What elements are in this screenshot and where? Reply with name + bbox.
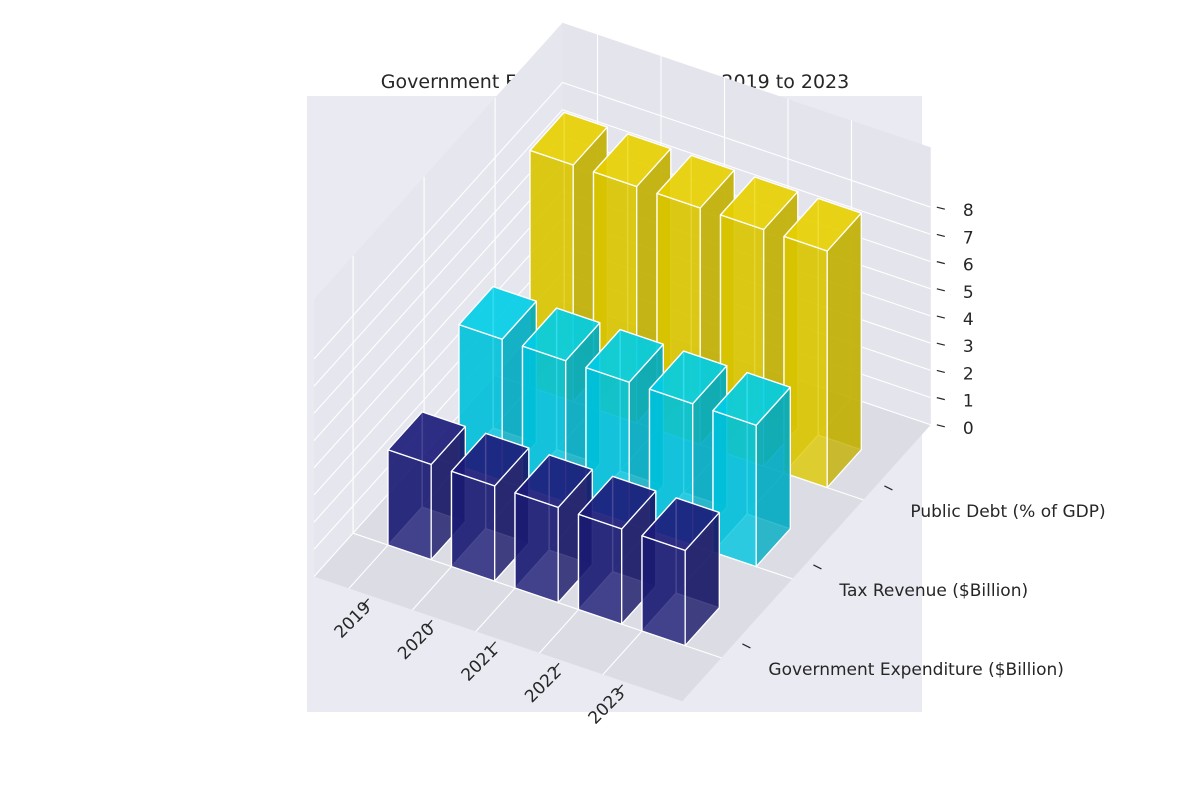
bar-top-face [577,475,657,530]
bar-top-face [458,285,537,340]
x-tick [425,619,433,628]
z-tick-label: 3 [963,337,974,357]
series-label: Tax Revenue ($Billion) [838,581,1028,601]
bar-front-face [387,449,432,561]
x-tick [489,641,496,650]
bar-2023-0 [641,497,720,647]
bar-top-face [521,307,601,362]
z-tick [936,233,945,238]
z-tick-label: 6 [963,256,974,276]
z-tick [936,424,945,428]
bar-top-face [783,197,862,252]
bar-2020-1 [521,307,601,503]
z-tick-label: 5 [963,283,974,303]
bar-top-face [641,497,720,552]
z-tick-label: 8 [963,201,974,221]
y-tick [742,643,751,649]
x-tick [552,662,560,671]
bar-front-face [641,535,686,647]
bar-2023-2 [783,197,862,489]
z-tick [936,206,945,210]
bar-top-face [450,432,530,487]
bar-top-face [719,176,799,231]
bar-top-face [656,154,735,209]
series-label: Government Expenditure ($Billion) [768,660,1064,680]
x-tick [362,598,369,607]
bar-top-face [585,328,664,383]
left-pane [314,22,563,577]
z-tick [936,315,945,319]
z-tick [936,397,945,401]
y-tick [813,564,822,570]
z-gridline [313,109,931,387]
y-tick [884,485,893,491]
bar-top-face [712,371,791,426]
bar-top-face [529,111,608,166]
x-tick [616,684,623,693]
z-tick [936,342,945,346]
bars [387,111,862,647]
z-tick [936,261,945,265]
z-tick-label: 7 [963,228,974,248]
bar-front-face [577,513,623,625]
bar-front-face [514,492,559,604]
z-tick-label: 1 [963,392,974,412]
z-tick [936,369,945,374]
bar-2023-1 [712,371,791,568]
bar-top-face [592,133,672,188]
bar-top-face [514,454,593,509]
bar-top-face [648,350,728,405]
bar-front-face [450,470,496,582]
z-tick-label: 2 [963,364,974,384]
series-label: Public Debt (% of GDP) [910,502,1105,522]
bar-top-face [387,411,466,466]
z-gridline [313,81,931,360]
z-tick [936,288,945,292]
z-tick-label: 0 [963,419,974,439]
z-tick-label: 4 [963,310,974,330]
bar-side-face [826,212,862,489]
